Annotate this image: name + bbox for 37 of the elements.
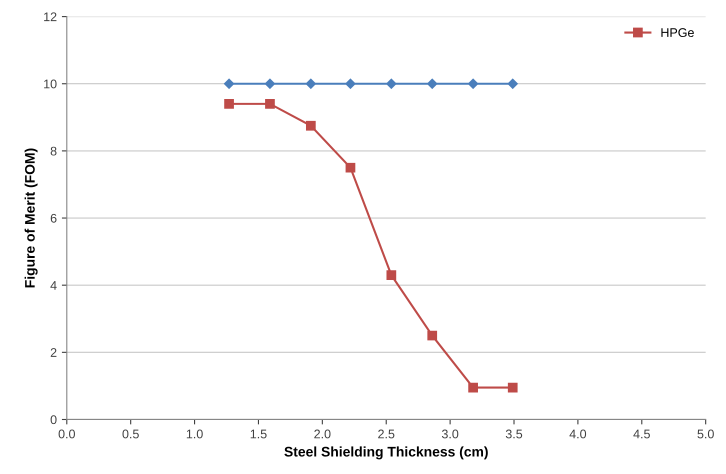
y-tick-label: 8 <box>50 146 57 156</box>
point <box>508 78 518 89</box>
y-tick-label: 4 <box>50 281 57 290</box>
point <box>427 330 438 340</box>
x-axis-title: Steel Shielding Thickness (cm) <box>284 446 488 460</box>
point <box>386 78 396 89</box>
x-tick-label: 0.0 <box>58 430 75 438</box>
y-tick-label: 6 <box>50 214 57 223</box>
point <box>508 382 518 392</box>
x-tick-label: 4.5 <box>633 430 650 438</box>
point <box>306 120 316 131</box>
legend-label: HPGe <box>661 28 694 38</box>
point <box>386 270 396 280</box>
point <box>265 99 275 109</box>
point <box>468 78 478 89</box>
x-tick-label: 3.0 <box>442 430 458 438</box>
y-tick-label: 12 <box>44 12 56 22</box>
x-tick-label: 3.5 <box>506 430 522 438</box>
y-tick-label: 0 <box>50 415 57 424</box>
x-tick-label: 1.5 <box>250 430 267 438</box>
point <box>345 78 356 89</box>
point <box>224 78 234 89</box>
point <box>427 78 438 89</box>
point <box>224 99 234 109</box>
y-tick-label: 10 <box>44 80 57 88</box>
point <box>306 78 316 89</box>
x-tick-label: 5.0 <box>697 430 714 438</box>
x-tick-label: 0.5 <box>122 430 139 438</box>
x-tick-label: 4.0 <box>569 430 586 438</box>
x-tick-label: 1.0 <box>186 430 203 438</box>
point <box>346 162 356 173</box>
point <box>468 382 478 392</box>
y-tick-label: 2 <box>50 348 56 357</box>
x-tick-label: 2.5 <box>378 430 394 438</box>
point <box>264 78 276 89</box>
y-axis-title: Figure of Merit (FOM) <box>24 148 38 288</box>
x-tick-label: 2.0 <box>314 430 331 438</box>
